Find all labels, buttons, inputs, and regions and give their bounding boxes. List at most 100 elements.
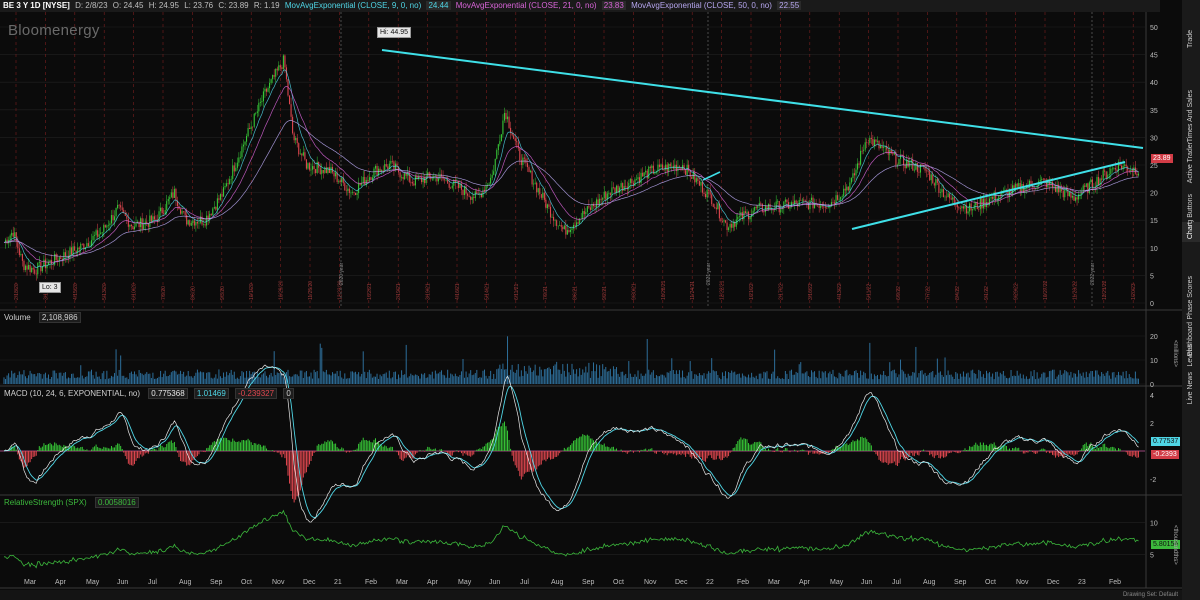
candle-body (600, 198, 602, 200)
macd-histogram-bar (853, 441, 855, 451)
candle-body (625, 185, 627, 187)
ema21-label[interactable]: MovAvgExponential (CLOSE, 21, 0, no) (455, 1, 597, 10)
candle-body (288, 95, 291, 105)
macd-histogram-bar (576, 438, 578, 451)
macd-histogram-bar (890, 451, 892, 464)
macd-histogram-bar (1085, 442, 1087, 451)
volume-bar (530, 367, 532, 384)
macd-histogram-bar (1084, 443, 1086, 451)
macd-histogram-bar (112, 447, 114, 451)
tab-times-and-sales[interactable]: Times And Sales (1187, 90, 1194, 143)
volume-bar (989, 372, 991, 384)
volume-bar (350, 371, 352, 384)
time-axis-label: Jun (117, 579, 128, 586)
candle-body (176, 200, 179, 206)
macd-histogram-bar (313, 451, 315, 453)
candle-body (354, 192, 357, 195)
volume-bar (962, 371, 964, 384)
candle-body (766, 205, 768, 211)
candle-body (520, 160, 522, 166)
candle-body (921, 164, 923, 166)
macd-histogram-bar (1116, 450, 1118, 451)
candle-body (54, 254, 56, 265)
candle-body (903, 155, 905, 166)
candle-body (953, 197, 955, 204)
volume-title[interactable]: Volume (4, 313, 31, 322)
volume-bar (918, 373, 920, 384)
volume-bar (769, 378, 771, 384)
candle-body (163, 213, 165, 214)
bottom-scrollbar[interactable] (0, 590, 1182, 600)
volume-bar (408, 376, 410, 384)
macd-title[interactable]: MACD (10, 24, 6, EXPONENTIAL, no) (4, 389, 141, 398)
volume-bar (990, 376, 992, 384)
candle-body (878, 140, 880, 149)
volume-bar (651, 372, 653, 384)
volume-bar (441, 370, 443, 384)
macd-histogram-bar (431, 449, 433, 451)
macd-histogram-bar (281, 451, 283, 458)
volume-bar (723, 375, 725, 384)
year-marker-label: 2021 year (706, 262, 712, 285)
macd-histogram-bar (654, 451, 656, 454)
macd-histogram-bar (333, 443, 335, 451)
macd-histogram-bar (947, 451, 949, 454)
tab-chart[interactable]: Chart (1182, 222, 1200, 242)
macd-histogram-bar (1079, 450, 1081, 451)
macd-histogram-bar (1016, 448, 1018, 451)
candle-body (758, 203, 760, 206)
macd-histogram-bar (132, 451, 134, 466)
ema9-label[interactable]: MovAvgExponential (CLOSE, 9, 0, no) (284, 1, 422, 10)
volume-bar (956, 373, 958, 384)
tab-level-ii[interactable]: Level II (1187, 344, 1194, 367)
candle-body (721, 221, 723, 222)
candle-body (506, 116, 509, 120)
candle-body (1071, 196, 1074, 198)
volume-bar (1105, 372, 1107, 384)
volume-bar (490, 370, 492, 384)
volume-bar (599, 365, 601, 384)
candle-body (201, 216, 203, 225)
rs-title[interactable]: RelativeStrength (SPX) (4, 498, 87, 507)
volume-bar (858, 377, 860, 384)
volume-bar (694, 374, 696, 384)
tab-trade[interactable]: Trade (1187, 30, 1194, 49)
volume-bar (583, 372, 585, 384)
trendlines (381, 49, 1144, 230)
volume-bar (150, 378, 152, 384)
volume-bar (272, 376, 274, 384)
macd-histogram-bar (384, 445, 386, 451)
macd-histogram-bar (264, 445, 266, 451)
tab-active-trader[interactable]: Active Trader (1187, 142, 1194, 184)
volume-bar (35, 376, 37, 384)
volume-bar (970, 370, 972, 384)
macd-histogram-bar (482, 446, 484, 451)
macd-histogram-bar (1098, 448, 1100, 451)
volume-bar (623, 375, 625, 384)
volume-bar (359, 376, 361, 384)
volume-bar (643, 375, 645, 384)
tab-phase-scores[interactable]: Phase Scores (1187, 276, 1194, 320)
volume-bar (87, 371, 89, 384)
volume-bar (706, 373, 708, 384)
symbol-label[interactable]: BE 3 Y 1D [NYSE] (3, 1, 70, 10)
candle-body (164, 210, 166, 214)
volume-bar (336, 371, 338, 384)
volume-bar (573, 369, 575, 384)
candle-body (255, 113, 257, 114)
candle-body (833, 202, 836, 204)
candle-body (916, 163, 918, 172)
candle-body (445, 179, 447, 181)
candle-body (666, 164, 668, 172)
tab-live-news[interactable]: Live News (1187, 372, 1194, 405)
macd-histogram-bar (520, 451, 522, 480)
candle-body (473, 197, 475, 199)
volume-bar (190, 376, 192, 384)
drawing-set-button[interactable]: Drawing Set: Default (1122, 592, 1178, 598)
volume-bar (381, 376, 383, 384)
macd-histogram-bar (812, 451, 814, 454)
volume-bar (678, 370, 680, 384)
grid-lines (0, 12, 1182, 589)
ema50-label[interactable]: MovAvgExponential (CLOSE, 50, 0, no) (631, 1, 772, 10)
